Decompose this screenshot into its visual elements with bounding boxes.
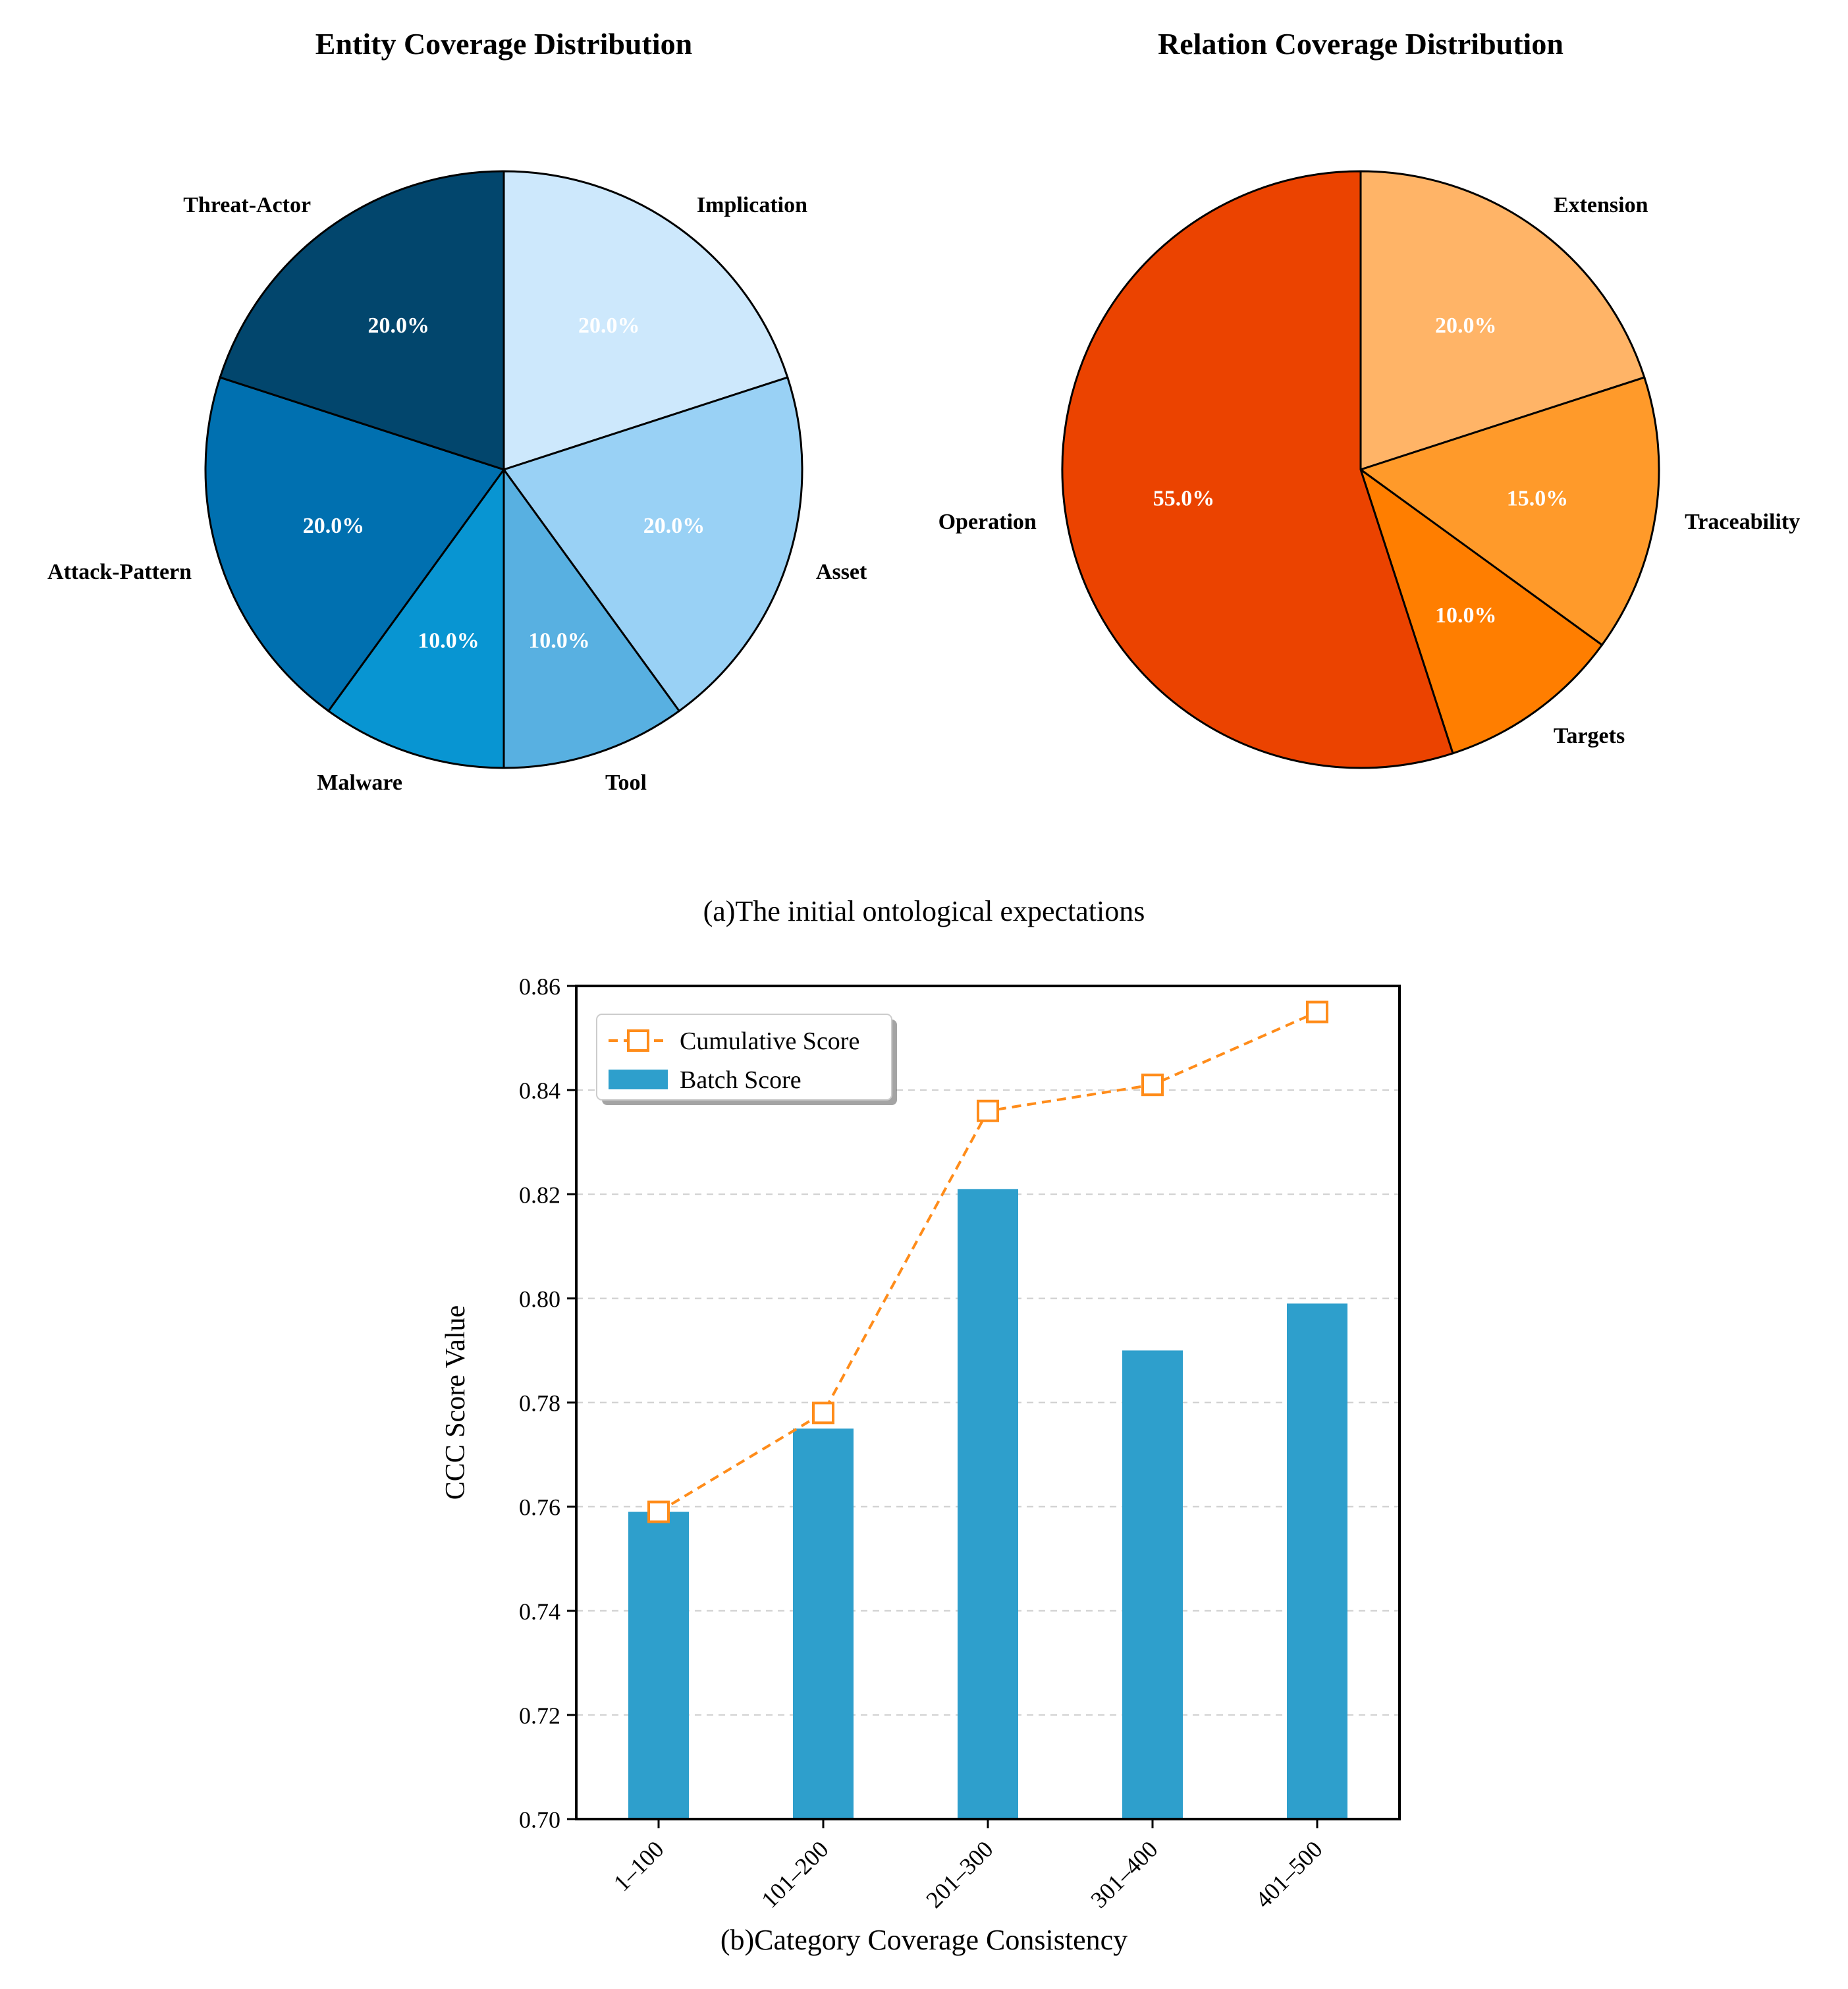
y-tick-label: 0.76 (519, 1494, 560, 1521)
legend-batch-label: Batch Score (680, 1066, 802, 1094)
pie-pct-attack-pattern: 20.0% (303, 514, 365, 538)
pie-slice-attack-pattern (204, 376, 506, 713)
legend-cumulative-label: Cumulative Score (680, 1027, 859, 1055)
pie-pct-traceability: 15.0% (1507, 487, 1569, 511)
legend: Cumulative Score Batch Score (596, 1014, 897, 1105)
pie-label-asset: Asset (816, 560, 867, 584)
pie-label-implication: Implication (697, 193, 807, 217)
cumulative-marker (1141, 1074, 1164, 1097)
caption-b: (b)Category Coverage Consistency (720, 1924, 1128, 1956)
pie-pct-threat-actor: 20.0% (367, 313, 429, 338)
pie-pct-asset: 20.0% (643, 514, 705, 538)
pie-slice-tool (503, 466, 681, 769)
y-tick-label: 0.78 (519, 1390, 560, 1417)
pie-label-attack-pattern: Attack-Pattern (47, 560, 192, 584)
relation-pie-chart: 20.0% Extension 15.0% Traceability 10.0% Targ… (938, 170, 1800, 769)
y-tick-label: 0.82 (519, 1182, 560, 1208)
legend-box (596, 1014, 892, 1101)
y-tick-label: 0.70 (519, 1807, 560, 1833)
entity-pie-title: Entity Coverage Distribution (315, 27, 692, 61)
x-tick-label: 201–300 (921, 1836, 998, 1913)
entity-pie-chart: 20.0% Implication 20.0% Asset 10.0% Tool 10.0%… (47, 170, 867, 795)
x-tick-label: 101–200 (756, 1836, 833, 1913)
y-tick-label: 0.80 (519, 1286, 560, 1312)
pie-label-targets: Targets (1554, 724, 1625, 748)
pie-pct-malware: 10.0% (418, 628, 479, 653)
pie-label-malware: Malware (317, 771, 402, 795)
pie-pct-tool: 10.0% (528, 628, 590, 653)
pie-pct-targets: 10.0% (1435, 603, 1497, 628)
bar-201–300 (958, 1189, 1018, 1819)
pie-slice-extension (1359, 170, 1646, 472)
pie-slice-asset (502, 376, 803, 713)
y-tick-label: 0.86 (519, 973, 560, 1000)
x-tick-label: 401–500 (1250, 1836, 1327, 1913)
pie-pct-operation: 55.0% (1153, 487, 1215, 511)
pie-label-extension: Extension (1554, 193, 1648, 217)
pie-slice-implication (503, 170, 789, 472)
y-tick-label: 0.74 (519, 1598, 560, 1625)
bar-101–200 (793, 1429, 854, 1819)
y-axis-label: CCC Score Value (441, 1305, 471, 1500)
pie-slice-malware (327, 466, 505, 769)
x-tick-label: 301–400 (1085, 1836, 1162, 1913)
relation-pie-title: Relation Coverage Distribution (1158, 27, 1563, 61)
cumulative-marker (977, 1099, 999, 1122)
bar-401–500 (1287, 1303, 1347, 1819)
pie-pct-extension: 20.0% (1435, 313, 1497, 338)
y-tick-label: 0.72 (519, 1703, 560, 1729)
legend-bar-swatch (609, 1070, 668, 1089)
cumulative-marker (812, 1402, 834, 1425)
pie-label-tool: Tool (605, 771, 647, 795)
pie-pct-implication: 20.0% (578, 313, 640, 338)
bar-301–400 (1122, 1350, 1183, 1819)
pie-slice-threat-actor (219, 170, 505, 472)
pie-label-operation: Operation (938, 510, 1037, 534)
bar-1–100 (628, 1512, 689, 1819)
pie-slice-traceability (1358, 376, 1660, 647)
ccc-bar-chart: 0.70 0.72 0.74 0.76 0.78 0.80 0.82 0.84 0.86 1–10… (441, 973, 1401, 1913)
caption-a: (a)The initial ontological expectations (703, 895, 1145, 927)
pie-slice-targets (1359, 467, 1604, 755)
cumulative-marker (647, 1500, 670, 1523)
pie-slice-operation (1061, 170, 1454, 769)
cumulative-marker (1306, 1000, 1328, 1023)
legend-marker-swatch (627, 1029, 649, 1052)
x-tick-label: 1–100 (609, 1836, 669, 1896)
pie-label-threat-actor: Threat-Actor (183, 193, 311, 217)
pie-label-traceability: Traceability (1685, 510, 1800, 534)
y-tick-label: 0.84 (519, 1077, 560, 1104)
